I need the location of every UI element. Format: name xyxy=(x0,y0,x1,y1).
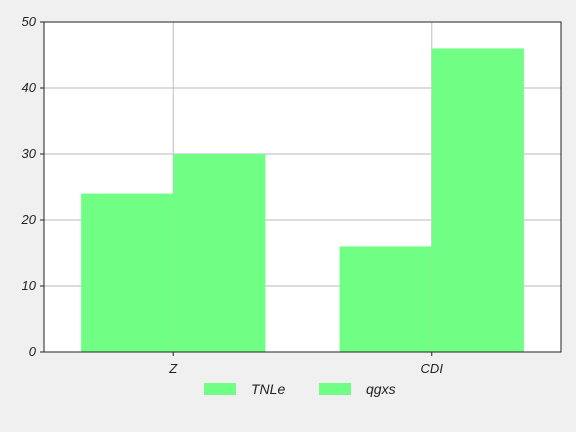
y-tick-label: 30 xyxy=(22,146,37,161)
bar-qgxs-Z xyxy=(173,154,266,352)
bar-TNLe-CDI xyxy=(339,246,432,352)
y-tick-label: 40 xyxy=(22,80,37,95)
y-tick-label: 50 xyxy=(22,14,37,29)
y-tick-label: 0 xyxy=(29,344,37,359)
bars xyxy=(81,48,524,353)
plot-frame xyxy=(43,21,562,353)
y-tick-label: 10 xyxy=(22,278,37,293)
bar-qgxs-CDI xyxy=(431,48,524,353)
legend-label: TNLe xyxy=(251,381,285,397)
legend-swatch xyxy=(319,383,351,395)
bar-TNLe-Z xyxy=(81,193,174,352)
legend-label: qgxs xyxy=(366,381,396,397)
legend-swatch xyxy=(204,383,236,395)
x-axis-ticks: Z CDI xyxy=(168,352,443,376)
y-tick-label: 20 xyxy=(21,212,37,227)
x-tick-label: Z xyxy=(168,361,178,376)
x-tick-label: CDI xyxy=(421,361,444,376)
legend: TNLe qgxs xyxy=(204,381,396,397)
y-axis-ticks: 0 10 20 30 40 50 xyxy=(21,14,44,359)
